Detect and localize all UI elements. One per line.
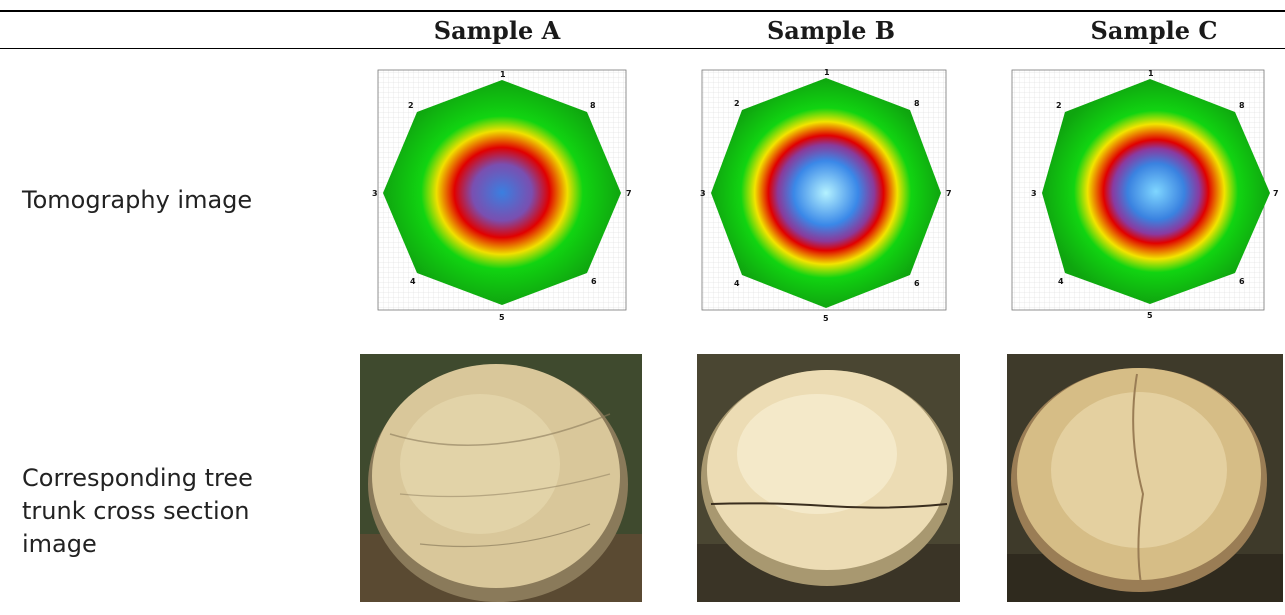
- svg-text:5: 5: [1147, 311, 1153, 320]
- column-header-sample-a: Sample A: [433, 16, 561, 45]
- svg-text:3: 3: [700, 189, 706, 198]
- svg-text:3: 3: [372, 189, 378, 198]
- svg-text:5: 5: [823, 314, 829, 323]
- svg-text:7: 7: [626, 189, 632, 198]
- svg-text:5: 5: [499, 313, 505, 322]
- svg-text:1: 1: [500, 70, 506, 79]
- column-header-sample-b: Sample B: [766, 16, 896, 45]
- svg-text:1: 1: [824, 68, 830, 77]
- svg-text:4: 4: [1058, 277, 1064, 286]
- table-header-rule: [0, 48, 1285, 49]
- tomogram-b: 1 2 3 4 5 6 7 8: [700, 68, 952, 323]
- tomogram-a: 1 2 3 4 5 6 7 8: [372, 69, 632, 322]
- cross-section-photo-sample-c: [1007, 354, 1283, 602]
- svg-text:1: 1: [1148, 69, 1154, 78]
- svg-text:6: 6: [914, 279, 920, 288]
- row-label-tomography: Tomography image: [22, 186, 253, 214]
- svg-text:4: 4: [410, 277, 416, 286]
- tomogram-c: 1 2 3 4 5 6 7 8: [1011, 69, 1279, 320]
- svg-text:2: 2: [408, 101, 414, 110]
- svg-text:6: 6: [1239, 277, 1245, 286]
- row-label-line-1: Corresponding tree: [22, 464, 253, 492]
- table-top-rule: [0, 10, 1285, 12]
- row-label-line-3: image: [22, 530, 97, 558]
- column-header-sample-c: Sample C: [1090, 16, 1218, 45]
- svg-text:4: 4: [734, 279, 740, 288]
- cross-section-photo-sample-b: [697, 354, 960, 602]
- tomography-image-sample-a: 1 2 3 4 5 6 7 8: [358, 62, 646, 324]
- svg-text:8: 8: [1239, 101, 1245, 110]
- svg-text:8: 8: [590, 101, 596, 110]
- svg-text:7: 7: [1273, 189, 1279, 198]
- tomography-image-sample-b: 1 2 3 4 5 6 7 8: [678, 62, 966, 324]
- tomography-image-sample-c: 1 2 3 4 5 6 7 8: [994, 62, 1282, 324]
- row-label-cross-section: Corresponding tree trunk cross section i…: [22, 462, 253, 561]
- svg-text:8: 8: [914, 99, 920, 108]
- svg-text:2: 2: [734, 99, 740, 108]
- svg-text:2: 2: [1056, 101, 1062, 110]
- cross-section-photo-sample-a: [360, 354, 642, 602]
- svg-text:3: 3: [1031, 189, 1037, 198]
- row-label-line-2: trunk cross section: [22, 497, 250, 525]
- svg-text:7: 7: [946, 189, 952, 198]
- svg-text:6: 6: [591, 277, 597, 286]
